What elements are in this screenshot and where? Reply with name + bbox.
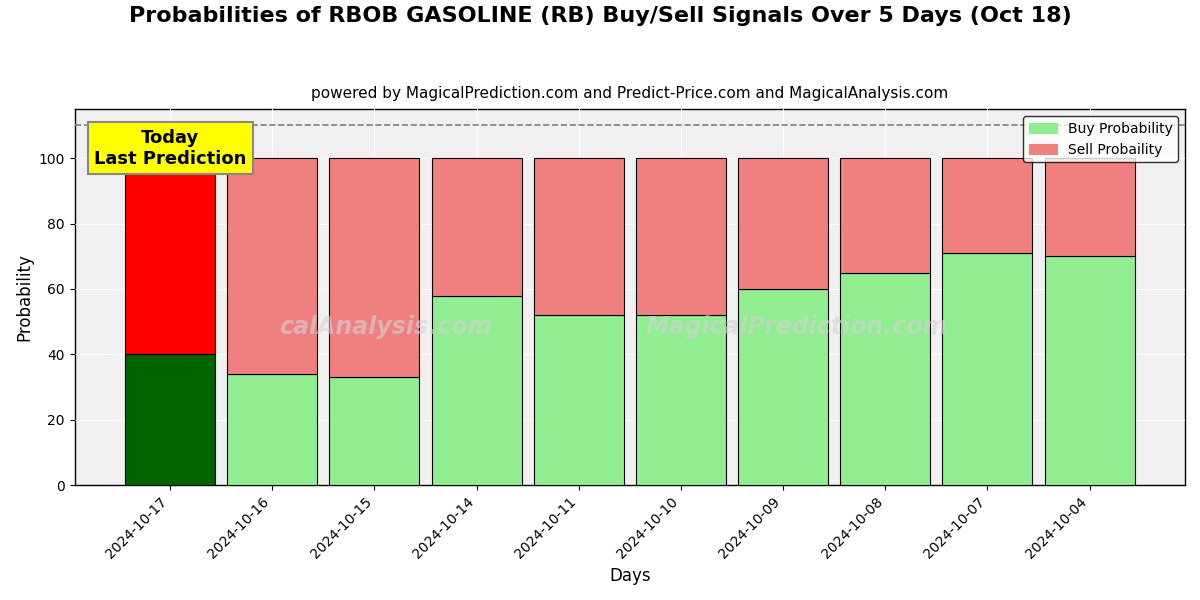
Bar [636,315,726,485]
Text: MagicalPrediction.com: MagicalPrediction.com [646,315,948,339]
Bar [942,158,1032,253]
X-axis label: Days: Days [610,567,650,585]
Text: Probabilities of RBOB GASOLINE (RB) Buy/Sell Signals Over 5 Days (Oct 18): Probabilities of RBOB GASOLINE (RB) Buy/… [128,6,1072,26]
Bar [330,158,419,377]
Bar [738,158,828,289]
Text: Today
Last Prediction: Today Last Prediction [94,129,246,167]
Bar [738,289,828,485]
Bar [534,315,624,485]
Legend: Buy Probability, Sell Probaility: Buy Probability, Sell Probaility [1024,116,1178,162]
Bar [125,158,215,355]
Bar [330,377,419,485]
Bar [432,158,522,296]
Y-axis label: Probability: Probability [16,253,34,341]
Bar [1045,158,1134,256]
Bar [227,158,317,374]
Bar [942,253,1032,485]
Text: calAnalysis.com: calAnalysis.com [280,315,492,339]
Bar [125,355,215,485]
Bar [534,158,624,315]
Bar [432,296,522,485]
Bar [840,158,930,272]
Bar [840,272,930,485]
Bar [227,374,317,485]
Title: powered by MagicalPrediction.com and Predict-Price.com and MagicalAnalysis.com: powered by MagicalPrediction.com and Pre… [311,86,948,101]
Bar [1045,256,1134,485]
Bar [636,158,726,315]
